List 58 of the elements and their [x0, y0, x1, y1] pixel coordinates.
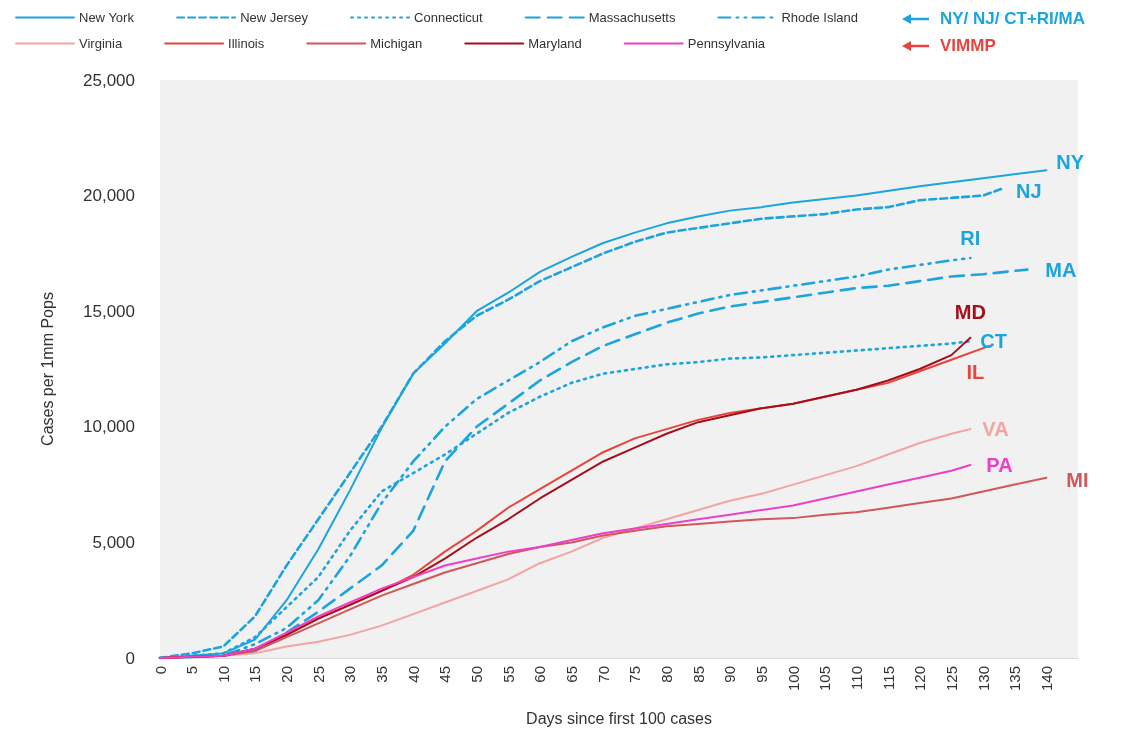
legend-label: Virginia [79, 36, 123, 51]
x-tick-label: 0 [151, 666, 169, 675]
annotation: MA [1045, 258, 1077, 281]
y-tick-label: 10,000 [83, 417, 135, 437]
x-tick-label: 130 [974, 666, 992, 692]
x-tick-label: 5 [183, 666, 201, 675]
x-tick-label: 120 [911, 666, 929, 692]
annotation: VA [982, 418, 1009, 441]
y-tick-label: 5,000 [92, 532, 135, 552]
annotation: PA [986, 453, 1013, 476]
x-tick-label: 105 [816, 666, 834, 692]
x-tick-label: 135 [1006, 666, 1024, 692]
annotation: MD [954, 300, 986, 323]
annotation: CT [980, 330, 1008, 353]
x-tick-label: 55 [499, 666, 517, 683]
y-tick-label: 25,000 [83, 70, 135, 90]
annotation: RI [960, 227, 981, 250]
legend-label: Pennsylvania [687, 36, 766, 51]
x-tick-label: 65 [563, 666, 581, 683]
x-tick-label: 25 [309, 666, 327, 683]
legend-label: Michigan [370, 36, 423, 51]
x-axis-title: Days since first 100 cases [526, 709, 712, 727]
legend-label: Massachusetts [588, 10, 676, 25]
x-tick-label: 50 [468, 666, 486, 683]
text: NY/ NJ/ CT+RI/MA [940, 9, 1085, 29]
annotation: MI [1066, 468, 1089, 491]
x-tick-label: 10 [214, 666, 232, 683]
legend-label: Rhode Island [781, 10, 859, 25]
x-tick-label: 40 [404, 666, 422, 683]
x-tick-label: 80 [657, 666, 675, 683]
annotation: IL [966, 360, 985, 383]
x-tick-label: 30 [341, 666, 359, 683]
x-tick-label: 20 [278, 666, 296, 683]
y-tick-label: 20,000 [83, 186, 135, 206]
y-tick-label: 15,000 [83, 301, 135, 321]
x-tick-label: 90 [721, 666, 739, 683]
x-tick-label: 70 [594, 666, 612, 683]
y-axis-title: Cases per 1mm Pops [38, 292, 56, 446]
x-tick-label: 15 [246, 666, 264, 683]
x-tick-label: 95 [752, 666, 770, 683]
x-tick-label: 45 [436, 666, 454, 683]
x-tick-label: 115 [879, 666, 897, 690]
text: VIMMP [940, 36, 996, 56]
x-tick-label: 85 [689, 666, 707, 683]
x-tick-label: 140 [1037, 666, 1055, 692]
annotation: NJ [1016, 179, 1042, 202]
legend-label: Maryland [528, 36, 582, 51]
x-tick-label: 60 [531, 666, 549, 683]
legend-label: Illinois [228, 36, 265, 51]
legend-label: New Jersey [240, 10, 309, 25]
annotation: NY [1056, 151, 1085, 174]
x-tick-label: 125 [942, 666, 960, 692]
x-tick-label: 75 [626, 666, 644, 683]
x-tick-label: 110 [847, 666, 865, 690]
legend-label: New York [79, 10, 135, 25]
legend-label: Connecticut [414, 10, 484, 25]
x-tick-label: 35 [373, 666, 391, 683]
x-tick-label: 100 [784, 666, 802, 692]
